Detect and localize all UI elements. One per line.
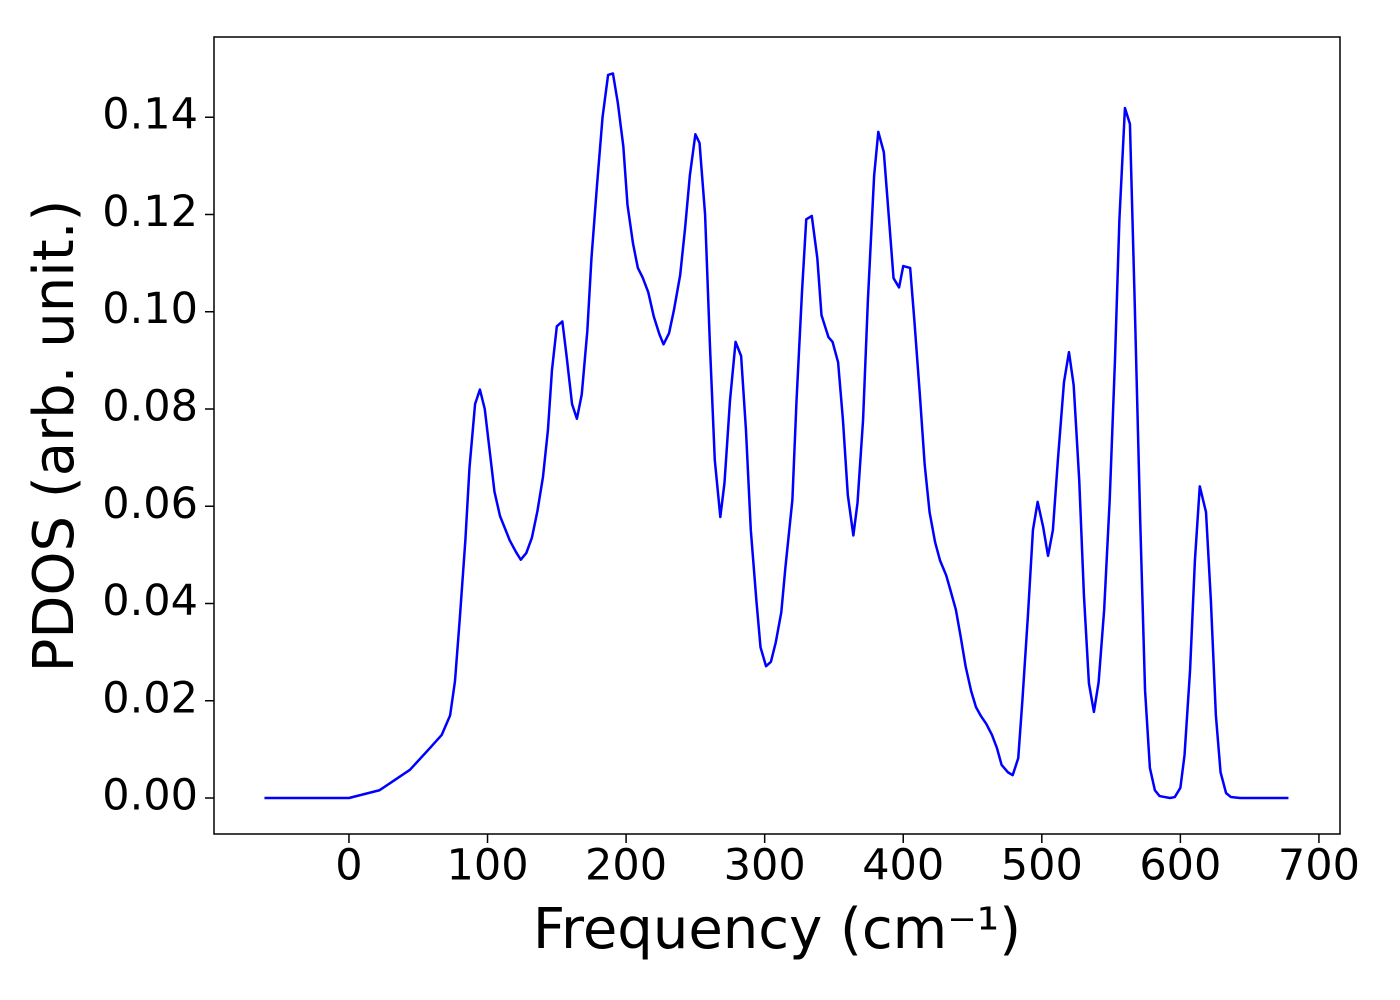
x-tick-label: 500: [1001, 841, 1083, 891]
x-tick-label: 100: [446, 841, 528, 891]
x-tick-label: 700: [1278, 841, 1360, 891]
x-axis-label: Frequency (cm⁻¹): [533, 897, 1021, 962]
x-tick-label: 0: [335, 841, 362, 891]
y-axis-label: PDOS (arb. unit.): [22, 200, 87, 673]
y-tick-label: 0.10: [102, 284, 198, 334]
data-line: [264, 72, 1289, 800]
y-tick-label: 0.12: [102, 187, 198, 237]
y-tick-label: 0.08: [102, 381, 198, 431]
x-tick-label: 600: [1139, 841, 1221, 891]
plot-frame: [213, 36, 1341, 835]
y-tick-label: 0.02: [102, 673, 198, 723]
x-tick-label: 300: [724, 841, 806, 891]
x-tick-label: 200: [585, 841, 667, 891]
y-tick-label: 0.14: [102, 90, 198, 140]
y-tick-label: 0.00: [102, 771, 198, 821]
y-tick-label: 0.06: [102, 479, 198, 529]
y-tick-label: 0.04: [102, 576, 198, 626]
x-tick-label: 400: [862, 841, 944, 891]
